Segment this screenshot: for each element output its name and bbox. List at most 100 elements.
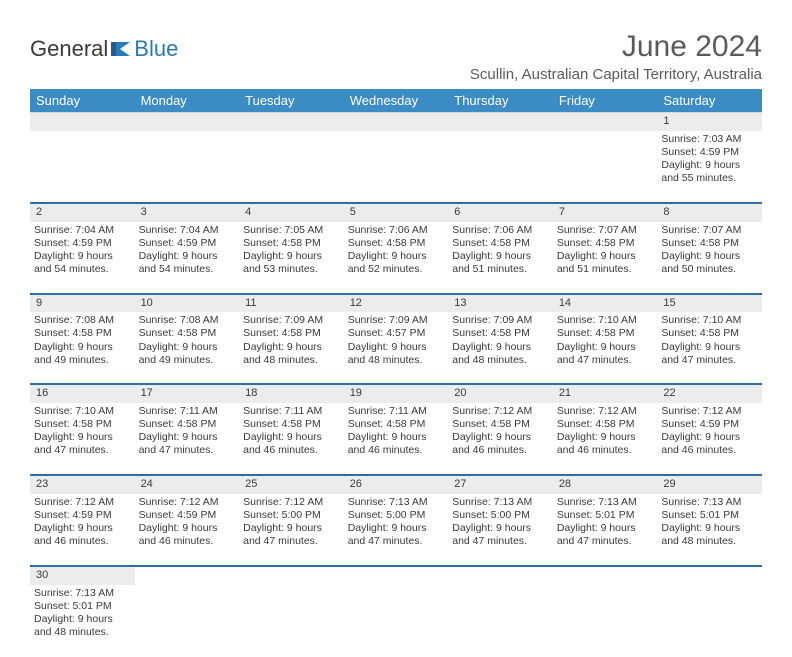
day-detail-cell: [135, 131, 240, 203]
day-number-cell: 13: [448, 294, 553, 313]
day-detail-cell: [239, 131, 344, 203]
day-sr: Sunrise: 7:12 AM: [139, 496, 236, 509]
day-number-cell: 25: [239, 475, 344, 494]
day-number-cell: 3: [135, 203, 240, 222]
day-ss: Sunset: 4:58 PM: [243, 418, 340, 431]
day-sr: Sunrise: 7:13 AM: [452, 496, 549, 509]
day-dl2: and 47 minutes.: [452, 535, 549, 548]
day-number-cell: 28: [553, 475, 658, 494]
day-ss: Sunset: 5:01 PM: [557, 509, 654, 522]
day-dl1: Daylight: 9 hours: [139, 522, 236, 535]
day-number-cell: 9: [30, 294, 135, 313]
day-detail-cell: Sunrise: 7:12 AMSunset: 4:59 PMDaylight:…: [657, 403, 762, 475]
day-dl2: and 48 minutes.: [452, 354, 549, 367]
day-number-cell: 7: [553, 203, 658, 222]
day-ss: Sunset: 4:59 PM: [661, 418, 758, 431]
day-dl1: Daylight: 9 hours: [661, 250, 758, 263]
day-number-cell: 18: [239, 384, 344, 403]
day-number-cell: [30, 113, 135, 131]
day-ss: Sunset: 4:57 PM: [348, 327, 445, 340]
day-dl1: Daylight: 9 hours: [243, 522, 340, 535]
day-sr: Sunrise: 7:13 AM: [34, 587, 131, 600]
day-dl1: Daylight: 9 hours: [34, 431, 131, 444]
day-sr: Sunrise: 7:04 AM: [139, 224, 236, 237]
day-detail-cell: Sunrise: 7:13 AMSunset: 5:01 PMDaylight:…: [30, 585, 135, 657]
day-dl1: Daylight: 9 hours: [452, 250, 549, 263]
day-detail-cell: Sunrise: 7:09 AMSunset: 4:58 PMDaylight:…: [239, 312, 344, 384]
day-sr: Sunrise: 7:11 AM: [243, 405, 340, 418]
day-detail-cell: [344, 131, 449, 203]
day-detail-cell: [553, 131, 658, 203]
detail-row: Sunrise: 7:13 AMSunset: 5:01 PMDaylight:…: [30, 585, 762, 657]
day-dl1: Daylight: 9 hours: [452, 341, 549, 354]
day-detail-cell: Sunrise: 7:09 AMSunset: 4:57 PMDaylight:…: [344, 312, 449, 384]
detail-row: Sunrise: 7:04 AMSunset: 4:59 PMDaylight:…: [30, 222, 762, 294]
day-sr: Sunrise: 7:09 AM: [348, 314, 445, 327]
day-sr: Sunrise: 7:10 AM: [557, 314, 654, 327]
day-number-cell: 15: [657, 294, 762, 313]
day-sr: Sunrise: 7:05 AM: [243, 224, 340, 237]
day-dl1: Daylight: 9 hours: [557, 431, 654, 444]
day-number-cell: 10: [135, 294, 240, 313]
weekday-header: Tuesday: [239, 89, 344, 113]
day-ss: Sunset: 4:58 PM: [243, 237, 340, 250]
day-detail-cell: Sunrise: 7:11 AMSunset: 4:58 PMDaylight:…: [239, 403, 344, 475]
day-number-cell: [135, 113, 240, 131]
day-number-cell: 11: [239, 294, 344, 313]
day-dl2: and 46 minutes.: [452, 444, 549, 457]
day-number-cell: 2: [30, 203, 135, 222]
day-dl2: and 46 minutes.: [557, 444, 654, 457]
day-dl1: Daylight: 9 hours: [139, 341, 236, 354]
day-number-cell: [448, 113, 553, 131]
day-dl2: and 46 minutes.: [34, 535, 131, 548]
day-ss: Sunset: 4:59 PM: [139, 509, 236, 522]
day-ss: Sunset: 4:59 PM: [661, 146, 758, 159]
daynum-row: 30: [30, 566, 762, 585]
logo-flag-icon: [110, 40, 132, 58]
calendar-table: Sunday Monday Tuesday Wednesday Thursday…: [30, 89, 762, 657]
day-dl1: Daylight: 9 hours: [243, 341, 340, 354]
day-number-cell: 16: [30, 384, 135, 403]
day-detail-cell: Sunrise: 7:07 AMSunset: 4:58 PMDaylight:…: [553, 222, 658, 294]
day-ss: Sunset: 4:58 PM: [34, 327, 131, 340]
day-dl1: Daylight: 9 hours: [34, 341, 131, 354]
day-detail-cell: Sunrise: 7:07 AMSunset: 4:58 PMDaylight:…: [657, 222, 762, 294]
day-dl2: and 47 minutes.: [557, 354, 654, 367]
day-ss: Sunset: 5:00 PM: [243, 509, 340, 522]
detail-row: Sunrise: 7:12 AMSunset: 4:59 PMDaylight:…: [30, 494, 762, 566]
day-dl1: Daylight: 9 hours: [348, 431, 445, 444]
day-ss: Sunset: 4:58 PM: [452, 237, 549, 250]
day-number-cell: [239, 113, 344, 131]
day-dl1: Daylight: 9 hours: [452, 431, 549, 444]
day-number-cell: 4: [239, 203, 344, 222]
day-sr: Sunrise: 7:10 AM: [661, 314, 758, 327]
day-detail-cell: [657, 585, 762, 657]
day-dl2: and 46 minutes.: [139, 535, 236, 548]
day-detail-cell: [239, 585, 344, 657]
day-dl2: and 47 minutes.: [34, 444, 131, 457]
day-ss: Sunset: 4:58 PM: [139, 327, 236, 340]
day-detail-cell: [553, 585, 658, 657]
day-dl2: and 48 minutes.: [243, 354, 340, 367]
day-detail-cell: Sunrise: 7:13 AMSunset: 5:01 PMDaylight:…: [553, 494, 658, 566]
day-sr: Sunrise: 7:12 AM: [243, 496, 340, 509]
day-ss: Sunset: 5:00 PM: [452, 509, 549, 522]
day-number-cell: [344, 566, 449, 585]
day-sr: Sunrise: 7:13 AM: [661, 496, 758, 509]
day-number-cell: [448, 566, 553, 585]
day-dl2: and 52 minutes.: [348, 263, 445, 276]
day-sr: Sunrise: 7:09 AM: [243, 314, 340, 327]
day-dl1: Daylight: 9 hours: [661, 522, 758, 535]
day-number-cell: [553, 113, 658, 131]
day-dl2: and 46 minutes.: [661, 444, 758, 457]
day-dl1: Daylight: 9 hours: [243, 250, 340, 263]
day-sr: Sunrise: 7:08 AM: [139, 314, 236, 327]
day-ss: Sunset: 4:58 PM: [452, 418, 549, 431]
day-ss: Sunset: 4:59 PM: [34, 237, 131, 250]
daynum-row: 23242526272829: [30, 475, 762, 494]
day-detail-cell: [448, 131, 553, 203]
day-detail-cell: Sunrise: 7:13 AMSunset: 5:01 PMDaylight:…: [657, 494, 762, 566]
day-ss: Sunset: 4:58 PM: [243, 327, 340, 340]
day-dl1: Daylight: 9 hours: [34, 250, 131, 263]
day-number-cell: 17: [135, 384, 240, 403]
